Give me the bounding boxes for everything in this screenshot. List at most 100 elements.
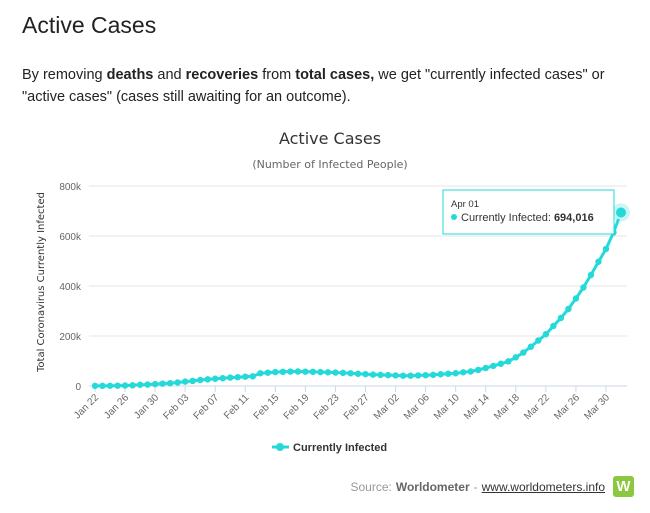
data-point[interactable]	[542, 331, 550, 338]
data-point[interactable]	[151, 380, 159, 388]
data-point[interactable]	[384, 371, 392, 379]
data-point[interactable]	[595, 258, 602, 265]
x-tick-label: Feb 27	[342, 392, 372, 422]
data-point[interactable]	[490, 362, 497, 370]
data-point[interactable]	[602, 245, 610, 253]
data-point[interactable]	[242, 373, 249, 380]
data-point[interactable]	[572, 295, 580, 302]
data-point[interactable]	[587, 271, 595, 279]
active-cases-chart[interactable]: Active Cases (Number of Infected People)…	[0, 118, 650, 468]
data-point[interactable]	[362, 370, 369, 378]
y-tick-label: 400k	[59, 282, 82, 293]
data-point[interactable]	[520, 349, 527, 356]
source-link[interactable]: www.worldometers.info	[481, 479, 605, 494]
x-tick-label: Mar 10	[432, 392, 462, 422]
x-tick-label: Mar 22	[522, 392, 552, 422]
data-point[interactable]	[181, 378, 189, 385]
data-point[interactable]	[106, 382, 114, 389]
data-point[interactable]	[294, 368, 302, 375]
data-point[interactable]	[189, 377, 196, 385]
data-point[interactable]	[129, 382, 136, 389]
data-point[interactable]	[264, 369, 272, 376]
data-point[interactable]	[347, 370, 354, 377]
data-point[interactable]	[414, 372, 422, 379]
data-point[interactable]	[512, 354, 519, 361]
data-point[interactable]	[159, 380, 166, 387]
tooltip-value: 694,016	[554, 212, 594, 224]
chart-title: Active Cases	[279, 129, 381, 148]
hover-point[interactable]	[614, 205, 628, 220]
data-point[interactable]	[407, 372, 414, 379]
x-tick-label: Feb 15	[252, 392, 282, 422]
data-point[interactable]	[422, 372, 429, 379]
data-point[interactable]	[317, 368, 324, 376]
data-point[interactable]	[429, 371, 437, 379]
data-point[interactable]	[309, 368, 317, 376]
data-point[interactable]	[197, 376, 204, 384]
data-point[interactable]	[272, 368, 279, 376]
source-separator: -	[473, 479, 478, 494]
intro-paragraph: By removing deaths and recoveries from t…	[22, 64, 634, 108]
x-tick-label: Mar 02	[372, 392, 402, 422]
data-point[interactable]	[212, 375, 219, 382]
intro-bold-deaths: deaths	[106, 67, 154, 83]
data-point[interactable]	[332, 369, 339, 376]
tooltip: Apr 01 Currently Infected: 694,016	[442, 189, 615, 235]
data-point[interactable]	[174, 379, 181, 386]
data-point[interactable]	[121, 382, 129, 389]
intro-text-4: we get "currently infected cases" or "ac…	[22, 67, 605, 105]
data-point[interactable]	[99, 382, 106, 390]
data-point[interactable]	[475, 366, 482, 374]
data-point[interactable]	[302, 368, 309, 375]
data-point[interactable]	[136, 381, 144, 388]
data-point[interactable]	[219, 374, 226, 382]
data-point[interactable]	[144, 381, 151, 388]
data-point[interactable]	[550, 322, 557, 330]
x-tick-label: Feb 07	[192, 392, 222, 422]
data-point[interactable]	[392, 372, 399, 379]
intro-text-1: By removing	[22, 67, 107, 83]
data-point[interactable]	[535, 337, 542, 344]
data-point[interactable]	[444, 370, 452, 377]
legend-marker	[276, 443, 284, 451]
y-tick-label: 200k	[59, 332, 82, 343]
data-point[interactable]	[369, 371, 377, 378]
data-point[interactable]	[557, 314, 565, 322]
data-point[interactable]	[279, 368, 287, 376]
data-point[interactable]	[249, 373, 256, 380]
data-point[interactable]	[460, 369, 467, 376]
data-point[interactable]	[527, 343, 535, 350]
worldometer-logo-icon[interactable]: W	[613, 476, 634, 497]
tooltip-box	[442, 189, 615, 235]
tooltip-series-marker	[451, 214, 457, 220]
data-point[interactable]	[580, 284, 587, 291]
data-point[interactable]	[452, 370, 459, 377]
data-point[interactable]	[467, 368, 474, 375]
data-point[interactable]	[227, 374, 234, 381]
data-point[interactable]	[257, 370, 264, 377]
data-point[interactable]	[339, 369, 347, 377]
data-point[interactable]	[166, 379, 174, 387]
data-point[interactable]	[204, 376, 211, 383]
data-point[interactable]	[354, 370, 362, 377]
data-point[interactable]	[505, 358, 512, 365]
data-point[interactable]	[91, 382, 99, 390]
hover-halo	[612, 203, 630, 222]
data-point[interactable]	[437, 371, 444, 378]
grid-lines	[89, 185, 627, 387]
data-point[interactable]	[497, 360, 504, 367]
data-point[interactable]	[482, 364, 489, 372]
data-point[interactable]	[565, 305, 572, 313]
data-point[interactable]	[287, 368, 294, 375]
series-currently-infected[interactable]	[91, 203, 630, 390]
x-tick-label: Jan 26	[102, 392, 131, 421]
data-point[interactable]	[399, 372, 407, 379]
data-point[interactable]	[234, 374, 241, 381]
intro-text-2: and	[153, 67, 186, 83]
data-point[interactable]	[114, 382, 121, 389]
data-point[interactable]	[377, 371, 384, 379]
y-axis-title: Total Coronavirus Currently Infected	[36, 192, 47, 373]
data-point[interactable]	[324, 369, 332, 376]
legend[interactable]: Currently Infected	[272, 442, 387, 454]
x-tick-label: Mar 30	[582, 392, 612, 422]
